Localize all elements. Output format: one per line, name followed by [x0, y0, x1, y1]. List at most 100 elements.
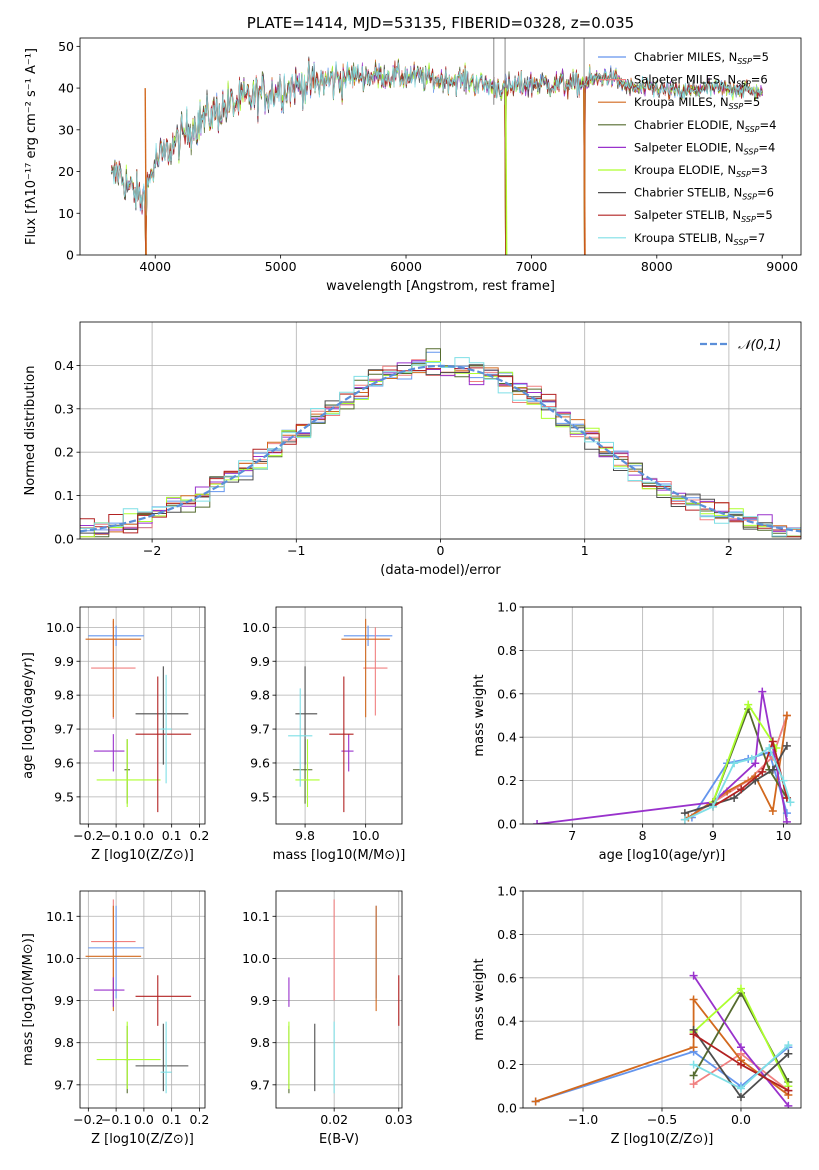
series-marker — [768, 765, 777, 774]
y-tick-label: 9.7 — [250, 1077, 270, 1092]
x-axis-label: mass [log10(M/M⊙)] — [273, 848, 406, 863]
x-tick-label: 0.2 — [189, 828, 209, 843]
y-tick-label: 10.0 — [242, 620, 270, 635]
y-axis-label: mass weight — [472, 958, 487, 1040]
spectrum-drop — [583, 88, 586, 255]
series-marker — [533, 820, 542, 824]
y-tick-label: 20 — [58, 164, 74, 179]
x-tick-label: −0.2 — [73, 828, 103, 843]
errorbar-chabrier-elodie — [292, 739, 313, 804]
spectrum-series-salpeter-stelib — [110, 58, 763, 255]
series-marker — [531, 1097, 540, 1106]
errorbar-chabrier-miles — [88, 905, 144, 999]
x-tick-label: −0.5 — [647, 1112, 677, 1127]
y-tick-label: 0.0 — [497, 817, 517, 832]
series-marker — [779, 776, 788, 785]
x-tick-label: 1 — [581, 543, 589, 558]
series-marker — [709, 802, 718, 811]
y-axis-label: Flux [fλ10⁻¹⁷ erg cm⁻² s⁻¹ A⁻¹] — [24, 48, 39, 245]
y-tick-label: 9.6 — [54, 755, 74, 770]
y-tick-label: 9.7 — [250, 722, 270, 737]
age_vs_mass-axes: 9.8 10.0 9.5 9.6 9.7 9.8 9.9 10.0 mass [log10(M/… — [242, 607, 405, 863]
legend-label: Chabrier STELIB, NSSP=6 — [634, 186, 774, 202]
errorbar-salpeter-stelib — [329, 676, 354, 813]
series-chabrier-stelib — [689, 1025, 793, 1102]
x-tick-label: 10.0 — [352, 828, 380, 843]
errorbar-salpeter-miles — [363, 627, 388, 716]
series-marker — [782, 711, 791, 720]
y-tick-label: 9.7 — [54, 722, 74, 737]
mass_vs_ebv-axes: 0.02 0.03 9.7 9.8 9.9 10.0 10.1 E(B-V) — [242, 891, 413, 1147]
spectrum-lines — [110, 38, 763, 255]
x-tick-label: 0.02 — [320, 1112, 348, 1127]
y-tick-label: 9.9 — [250, 993, 270, 1008]
errorbar-kroupa-miles — [341, 618, 390, 718]
x-tick-label: −0.1 — [101, 1112, 131, 1127]
series-marker — [782, 741, 791, 750]
histograms — [80, 348, 801, 538]
spectrum-legend: Chabrier MILES, NSSP=5 Salpeter MILES, NS… — [598, 50, 776, 247]
x-tick-label: 8000 — [641, 259, 673, 274]
series-marker — [680, 815, 689, 824]
series-marker — [689, 995, 698, 1004]
errorbar-chabrier-stelib — [135, 666, 189, 765]
errorbar-kroupa-miles — [85, 618, 142, 718]
y-tick-label: 9.9 — [54, 993, 74, 1008]
x-tick-label: 5000 — [265, 259, 297, 274]
y-tick-label: 0.4 — [497, 730, 517, 745]
x-axis-label: Z [log10(Z/Z⊙)] — [91, 1132, 194, 1147]
errorbar-salpeter-stelib — [135, 676, 192, 813]
x-tick-label: −0.1 — [101, 828, 131, 843]
series-marker — [768, 806, 777, 815]
y-tick-label: 10.0 — [242, 951, 270, 966]
series-marker — [747, 754, 756, 763]
errorbar-kroupa-stelib — [160, 674, 172, 784]
x-tick-label: −1 — [287, 543, 305, 558]
x-tick-label: 7000 — [516, 259, 548, 274]
y-tick-label: 10.0 — [46, 951, 74, 966]
y-axis-label: mass weight — [472, 674, 487, 756]
x-tick-label: 4000 — [139, 259, 171, 274]
chart-title: PLATE=1414, MJD=53135, FIBERID=0328, z=0… — [247, 14, 634, 32]
y-tick-label: 9.5 — [250, 789, 270, 804]
y-tick-label: 40 — [58, 81, 74, 96]
legend-label: Kroupa MILES, NSSP=5 — [634, 95, 760, 111]
x-tick-label: 8 — [639, 828, 647, 843]
errorbar-chabrier-stelib — [135, 1023, 189, 1092]
y-axis-label: mass [log10(M/M⊙)] — [21, 933, 36, 1066]
errorbar-kroupa-stelib — [160, 1021, 172, 1094]
y-tick-label: 10.1 — [46, 909, 74, 924]
y-tick-label: 9.8 — [250, 688, 270, 703]
x-tick-label: 0.03 — [385, 1112, 413, 1127]
series-marker — [784, 1041, 793, 1050]
legend-label: Kroupa ELODIE, NSSP=3 — [634, 163, 768, 179]
y-tick-label: 0.4 — [54, 358, 74, 373]
series-marker — [786, 798, 795, 807]
x-tick-label: 0.0 — [134, 828, 154, 843]
age_vs_Z-frame — [79, 606, 206, 825]
series-marker — [730, 793, 739, 802]
x-axis-label: wavelength [Angstrom, rest frame] — [326, 279, 555, 294]
spectrum-frame — [79, 37, 802, 256]
x-tick-label: 0.0 — [134, 1112, 154, 1127]
series-marker — [736, 1060, 745, 1069]
series-marker — [784, 1086, 793, 1095]
y-tick-label: 10 — [58, 206, 74, 221]
x-tick-label: 0.1 — [162, 1112, 182, 1127]
errorbar-kroupa-elodie — [96, 739, 161, 808]
series-marker — [730, 759, 739, 768]
residuals-axes: −2 −1 0 1 2 0.0 0.1 0.2 0.3 0.4 (data-model)/error… — [23, 322, 801, 578]
series-marker — [689, 1060, 698, 1069]
x-tick-label: 0 — [437, 543, 445, 558]
y-tick-label: 9.8 — [54, 688, 74, 703]
residuals-frame — [79, 321, 802, 540]
histogram-legend: 𝒩(0,1) — [700, 338, 781, 353]
mass_vs_ebv-frame — [275, 890, 403, 1109]
errorbar-kroupa-stelib — [288, 688, 313, 787]
x-tick-label: 0.2 — [189, 1112, 209, 1127]
x-tick-label: −0.2 — [73, 1112, 103, 1127]
y-axis-label: age [log10(age/yr)] — [21, 652, 36, 779]
series-marker — [736, 1043, 745, 1052]
y-tick-label: 0 — [66, 248, 74, 263]
x-tick-label: 9000 — [766, 259, 798, 274]
